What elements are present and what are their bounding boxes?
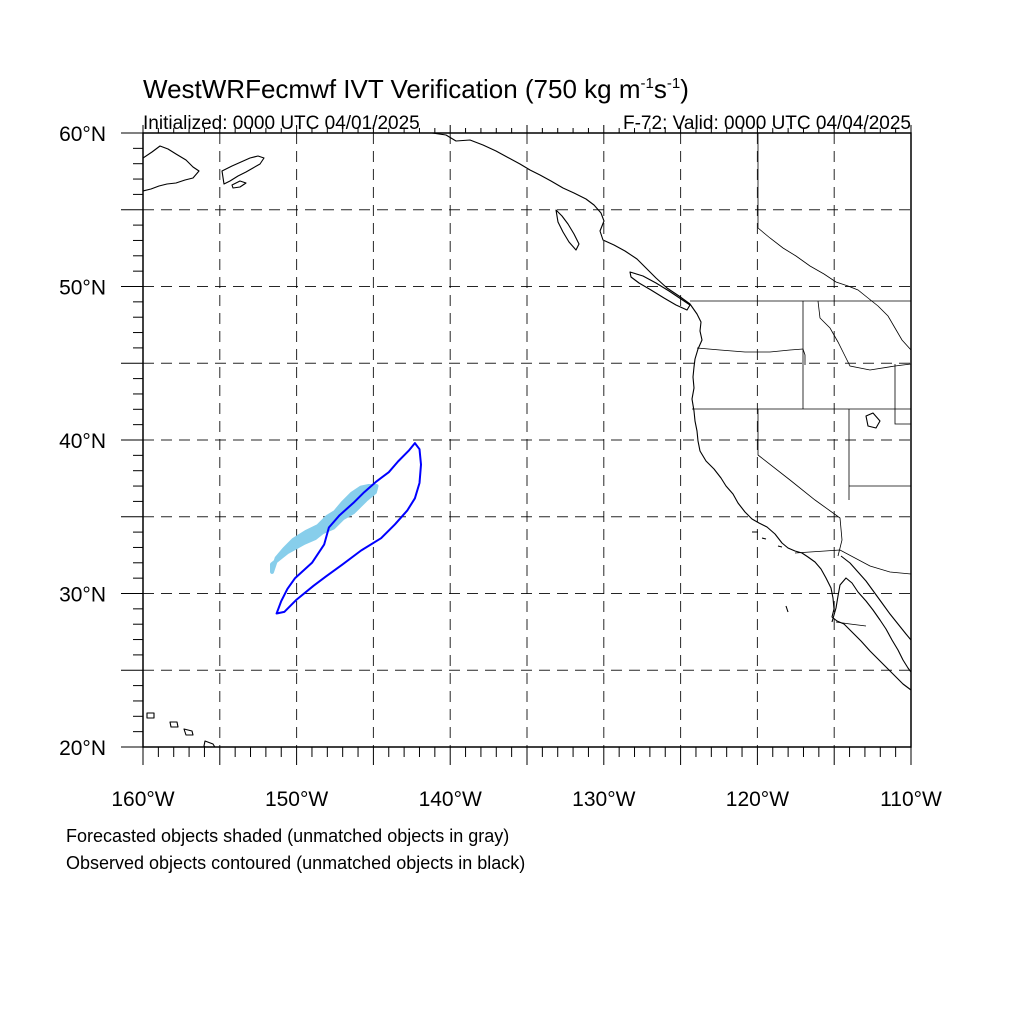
baja-coastline (831, 577, 911, 673)
axis-ticks (121, 125, 912, 765)
latitude-labels: 20°N 30°N 40°N 50°N 60°N (59, 123, 106, 760)
lat-tick-label: 40°N (59, 430, 106, 453)
forecast-object-shaded (270, 484, 379, 574)
longitude-labels: 160°W 150°W 140°W 130°W 120°W 110°W (111, 788, 942, 811)
subtitle-initialized: Initialized: 0000 UTC 04/01/2025 (143, 113, 420, 134)
hawaii-island-oahu (169, 721, 179, 728)
lon-tick-label: 120°W (726, 788, 789, 811)
mexico-interior-border (835, 621, 867, 627)
verification-objects (270, 442, 422, 615)
lon-tick-label: 110°W (880, 788, 942, 811)
vancouver-island (629, 271, 691, 311)
observed-object-contour (275, 442, 422, 615)
kodiak-island (231, 180, 247, 189)
alaska-islands (221, 155, 265, 185)
idaho-montana-border (817, 300, 911, 371)
lat-tick-label: 60°N (59, 123, 106, 146)
channel-islands (752, 531, 783, 548)
title-sup-2: -1 (667, 75, 680, 92)
title-end: ) (680, 74, 689, 104)
interior-river (757, 227, 911, 351)
title-sup-1: -1 (641, 75, 654, 92)
footer-forecast-note: Forecasted objects shaded (unmatched obj… (66, 826, 509, 846)
lat-tick-label: 20°N (59, 737, 106, 760)
lon-tick-label: 140°W (419, 788, 482, 811)
land-features (143, 133, 911, 747)
title-main: WestWRFecmwf IVT Verification (750 kg m (143, 74, 641, 104)
great-salt-lake (865, 412, 881, 429)
lon-tick-label: 130°W (572, 788, 635, 811)
subtitle-valid: F-72: Valid: 0000 UTC 04/04/2025 (623, 113, 911, 134)
title-mid: s (654, 74, 667, 104)
north-america-coastline (431, 133, 911, 691)
graticule (143, 133, 911, 747)
alaska-coastline (143, 145, 200, 192)
washington-oregon-border (696, 347, 806, 365)
lon-tick-label: 150°W (265, 788, 328, 811)
california-nevada-border (757, 409, 843, 557)
lat-tick-label: 30°N (59, 584, 106, 607)
lat-tick-label: 50°N (59, 277, 106, 300)
hawaii-island-kauai (146, 712, 155, 719)
figure-title: WestWRFecmwf IVT Verification (750 kg m-… (143, 74, 689, 104)
guadalupe-island (785, 605, 789, 613)
haida-gwaii (555, 209, 580, 251)
mexico-mainland-coast (840, 555, 911, 641)
us-mexico-border (794, 549, 911, 575)
wyoming-border (894, 364, 911, 425)
hawaii-island-maui (183, 728, 194, 736)
lon-tick-label: 160°W (111, 788, 174, 811)
hawaii-island-big (203, 740, 216, 747)
footer-observed-note: Observed objects contoured (unmatched ob… (66, 853, 525, 873)
